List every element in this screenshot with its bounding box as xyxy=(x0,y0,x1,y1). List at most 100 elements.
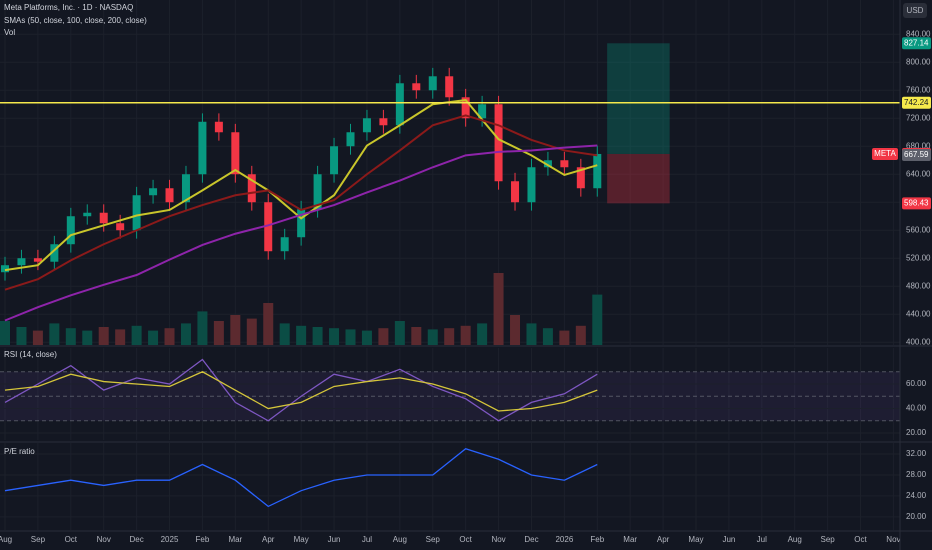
candle-body xyxy=(297,209,306,238)
x-tick-label: Oct xyxy=(459,535,472,544)
x-tick-label: May xyxy=(294,535,309,544)
position-stop xyxy=(607,153,670,204)
volume-bar xyxy=(263,303,274,345)
price-tag xyxy=(902,96,931,109)
y-tick-label: 520.00 xyxy=(906,253,931,262)
price-tag xyxy=(902,148,931,161)
x-tick-label: Apr xyxy=(657,535,670,544)
candle-body xyxy=(412,83,421,91)
volume-bar xyxy=(345,329,356,345)
indicator-label: SMAs (50, close, 100, close, 200, close) xyxy=(4,16,147,25)
indicator-label: P/E ratio xyxy=(4,447,35,456)
volume-bar xyxy=(246,318,257,345)
volume-bar xyxy=(32,330,43,345)
x-tick-label: 2025 xyxy=(161,535,179,544)
x-tick-label: 2026 xyxy=(555,535,573,544)
x-tick-label: Feb xyxy=(590,535,604,544)
y-tick-label: 840.00 xyxy=(906,29,931,38)
candle-body xyxy=(511,181,520,203)
price-tag-text: 742.24 xyxy=(904,98,929,107)
candle-body xyxy=(99,212,108,224)
x-tick-label: Oct xyxy=(854,535,867,544)
x-tick-label: Feb xyxy=(196,535,210,544)
y-tick-label: 400.00 xyxy=(906,337,931,346)
x-tick-label: Mar xyxy=(623,535,637,544)
position-target xyxy=(607,43,670,154)
series-line xyxy=(4,371,598,412)
volume-bar xyxy=(131,325,142,345)
volume-bar xyxy=(296,325,307,345)
x-tick-label: Sep xyxy=(31,535,46,544)
candle-body xyxy=(362,118,371,133)
candle-body xyxy=(198,121,207,175)
y-tick-label: 640.00 xyxy=(906,169,931,178)
candle-body xyxy=(132,195,141,231)
volume-bar xyxy=(164,328,175,345)
volume-bar xyxy=(230,315,241,345)
volume-bar xyxy=(477,323,488,345)
price-tag-text: 667.59 xyxy=(904,150,929,159)
x-tick-label: Nov xyxy=(491,535,505,544)
candle-body xyxy=(231,132,240,175)
y-tick-label: 560.00 xyxy=(906,225,931,234)
x-tick-label: Jul xyxy=(362,535,372,544)
volume-bar xyxy=(98,327,109,345)
x-tick-label: Jun xyxy=(328,535,341,544)
volume-bar xyxy=(82,330,93,345)
volume-bar xyxy=(115,329,126,345)
x-tick-label: Oct xyxy=(65,535,78,544)
volume-bar xyxy=(65,328,76,345)
candle-body xyxy=(247,174,256,203)
volume-bar xyxy=(394,321,405,345)
y-tick-label: 20.00 xyxy=(906,512,927,521)
series-line xyxy=(4,144,598,322)
y-tick-label: 440.00 xyxy=(906,309,931,318)
y-tick-label: 680.00 xyxy=(906,141,931,150)
candle-body xyxy=(576,167,585,189)
indicator-label: RSI (14, close) xyxy=(4,350,57,359)
candle-body xyxy=(313,174,322,210)
volume-bar xyxy=(444,328,455,345)
candle-body xyxy=(116,223,125,231)
candle-body xyxy=(478,104,487,119)
candle-body xyxy=(593,153,602,189)
y-tick-label: 20.00 xyxy=(906,428,927,437)
volume-bar xyxy=(148,330,159,345)
y-tick-label: 720.00 xyxy=(906,113,931,122)
candle-body xyxy=(149,188,158,196)
volume-bar xyxy=(0,321,11,345)
volume-bar xyxy=(526,323,537,345)
volume-bar xyxy=(460,325,471,345)
currency-button[interactable] xyxy=(903,3,927,18)
series-line xyxy=(4,114,598,291)
candle-body xyxy=(494,104,503,182)
y-tick-label: 480.00 xyxy=(906,281,931,290)
volume-bar xyxy=(592,294,603,345)
candle-body xyxy=(17,258,26,266)
volume-bar xyxy=(279,323,290,345)
x-tick-label: Mar xyxy=(228,535,242,544)
candle-body xyxy=(264,202,273,252)
volume-bar xyxy=(180,323,191,345)
x-tick-label: Aug xyxy=(0,535,12,544)
volume-bar xyxy=(329,328,340,345)
currency[interactable]: USD xyxy=(907,6,924,15)
x-tick-label: Jul xyxy=(757,535,767,544)
candle-body xyxy=(330,146,339,175)
x-tick-label: Jun xyxy=(722,535,735,544)
volume-bar xyxy=(411,327,422,345)
volume-bar xyxy=(575,325,586,345)
symbol-tag-text: META xyxy=(874,149,896,158)
y-tick-label: 60.00 xyxy=(906,379,927,388)
candle-body xyxy=(379,118,388,126)
x-tick-label: May xyxy=(688,535,703,544)
y-tick-label: 28.00 xyxy=(906,470,927,479)
x-tick-label: Sep xyxy=(426,535,441,544)
volume-bar xyxy=(361,330,372,345)
volume-bar xyxy=(378,328,389,345)
candle-body xyxy=(181,174,190,203)
candle-body xyxy=(33,258,42,262)
price-tag-text: 598.43 xyxy=(904,198,929,207)
